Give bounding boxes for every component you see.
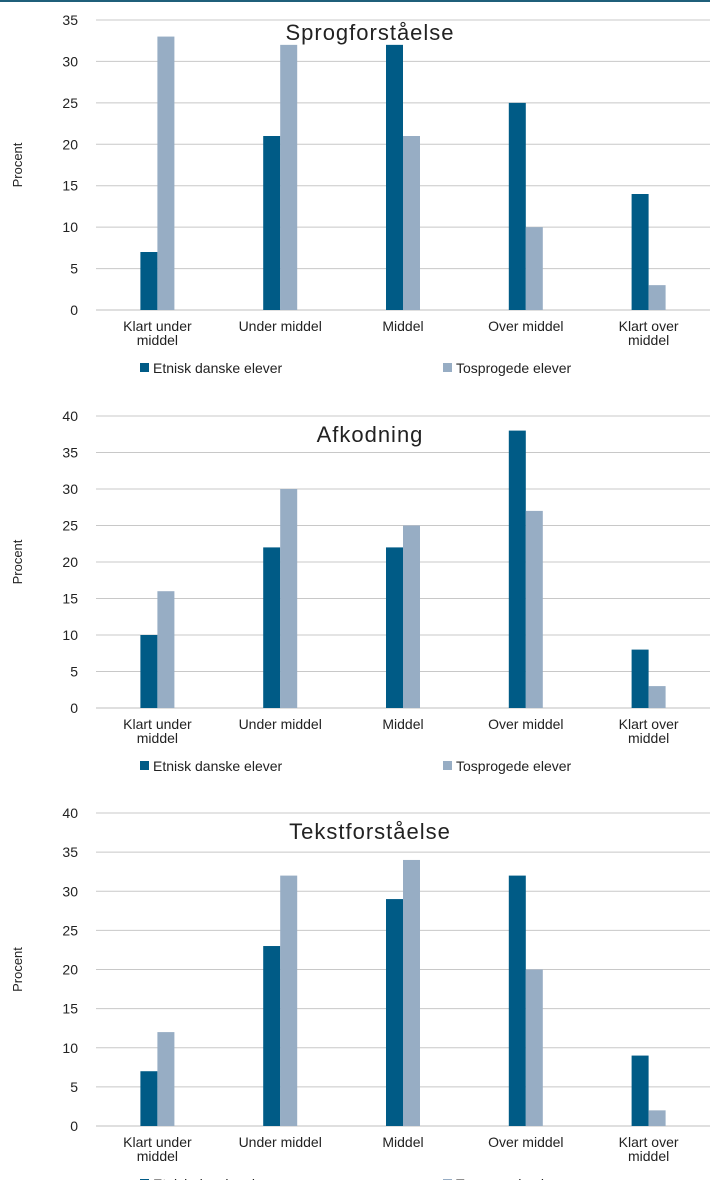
chart-title: Sprogforståelse [285,20,454,45]
bar-etnisk [140,252,158,310]
bar-etnisk [386,547,403,708]
bar-etnisk [508,430,526,708]
bar-tosprogede [525,510,543,708]
bar-tosprogede [403,525,420,708]
x-tick-label: Over middel [488,1134,563,1150]
bar-etnisk [508,102,526,310]
bar-tosprogede [157,36,175,310]
y-tick-label: 40 [62,408,78,424]
y-tick-label: 10 [62,1040,78,1056]
y-tick-label: 30 [62,883,78,899]
legend-swatch-tosprogede [443,363,452,372]
legend-swatch-etnisk [140,761,149,770]
legend-label: Tosprogede elever [456,758,572,774]
x-tick-label: Klart over middel [619,716,679,746]
bar-tosprogede [403,859,420,1126]
legend-label: Etnisk danske elever [153,1176,283,1180]
bar-tosprogede [280,489,298,708]
y-tick-label: 0 [70,1118,78,1134]
y-tick-label: 15 [62,178,78,194]
y-tick-label: 5 [70,261,78,277]
y-axis-label: Procent [10,539,25,584]
y-tick-label: 5 [70,664,78,680]
x-tick-label: Klart over middel [619,318,679,348]
y-axis-label: Procent [10,142,25,187]
y-axis-label: Procent [10,947,25,992]
bar-tosprogede [648,1110,666,1126]
chart-title: Afkodning [317,422,424,447]
bar-etnisk [263,136,281,310]
bar-etnisk [140,635,158,708]
bar-tosprogede [648,285,666,310]
y-tick-label: 15 [62,591,78,607]
x-tick-label: Middel [382,1134,423,1150]
x-tick-label: Over middel [488,716,563,732]
x-tick-label: Middel [382,318,423,334]
y-tick-label: 15 [62,1001,78,1017]
bar-tosprogede [648,686,666,708]
legend-label: Tosprogede elever [456,360,572,376]
y-tick-label: 30 [62,53,78,69]
legend-swatch-etnisk [140,363,149,372]
y-tick-label: 25 [62,95,78,111]
y-tick-label: 20 [62,554,78,570]
x-tick-label: Klart under middel [123,716,192,746]
bar-tosprogede [280,875,298,1126]
bar-etnisk [140,1071,158,1126]
x-tick-label: Under middel [239,716,322,732]
bar-etnisk [631,194,649,310]
bar-tosprogede [525,227,543,310]
x-tick-label: Klart under middel [123,318,192,348]
y-tick-label: 25 [62,922,78,938]
bar-etnisk [508,875,526,1126]
bar-tosprogede [525,969,543,1126]
chart-title: Tekstforståelse [289,819,451,844]
legend-swatch-tosprogede [443,761,452,770]
bar-tosprogede [157,1032,175,1126]
bar-etnisk [263,946,281,1126]
bar-etnisk [263,547,281,708]
y-tick-label: 35 [62,12,78,28]
x-tick-label: Middel [382,716,423,732]
bar-tosprogede [280,44,298,310]
y-tick-label: 10 [62,219,78,235]
y-tick-label: 25 [62,518,78,534]
y-tick-label: 20 [62,962,78,978]
x-tick-label: Klart under middel [123,1134,192,1164]
legend-label: Etnisk danske elever [153,758,283,774]
x-tick-label: Klart over middel [619,1134,679,1164]
y-tick-label: 5 [70,1079,78,1095]
bar-tosprogede [157,591,175,708]
bar-tosprogede [403,136,420,310]
y-tick-label: 30 [62,481,78,497]
x-tick-label: Under middel [239,1134,322,1150]
y-tick-label: 20 [62,136,78,152]
y-tick-label: 35 [62,445,78,461]
y-tick-label: 35 [62,844,78,860]
bar-etnisk [386,44,403,310]
y-tick-label: 0 [70,700,78,716]
bar-etnisk [631,649,649,708]
x-tick-label: Under middel [239,318,322,334]
y-tick-label: 0 [70,302,78,318]
legend-label: Tosprogede elever [456,1176,572,1180]
top-rule [0,0,710,2]
x-tick-label: Over middel [488,318,563,334]
bar-etnisk [386,899,403,1126]
legend-label: Etnisk danske elever [153,360,283,376]
bar-etnisk [631,1055,649,1126]
y-tick-label: 10 [62,627,78,643]
y-tick-label: 40 [62,805,78,821]
